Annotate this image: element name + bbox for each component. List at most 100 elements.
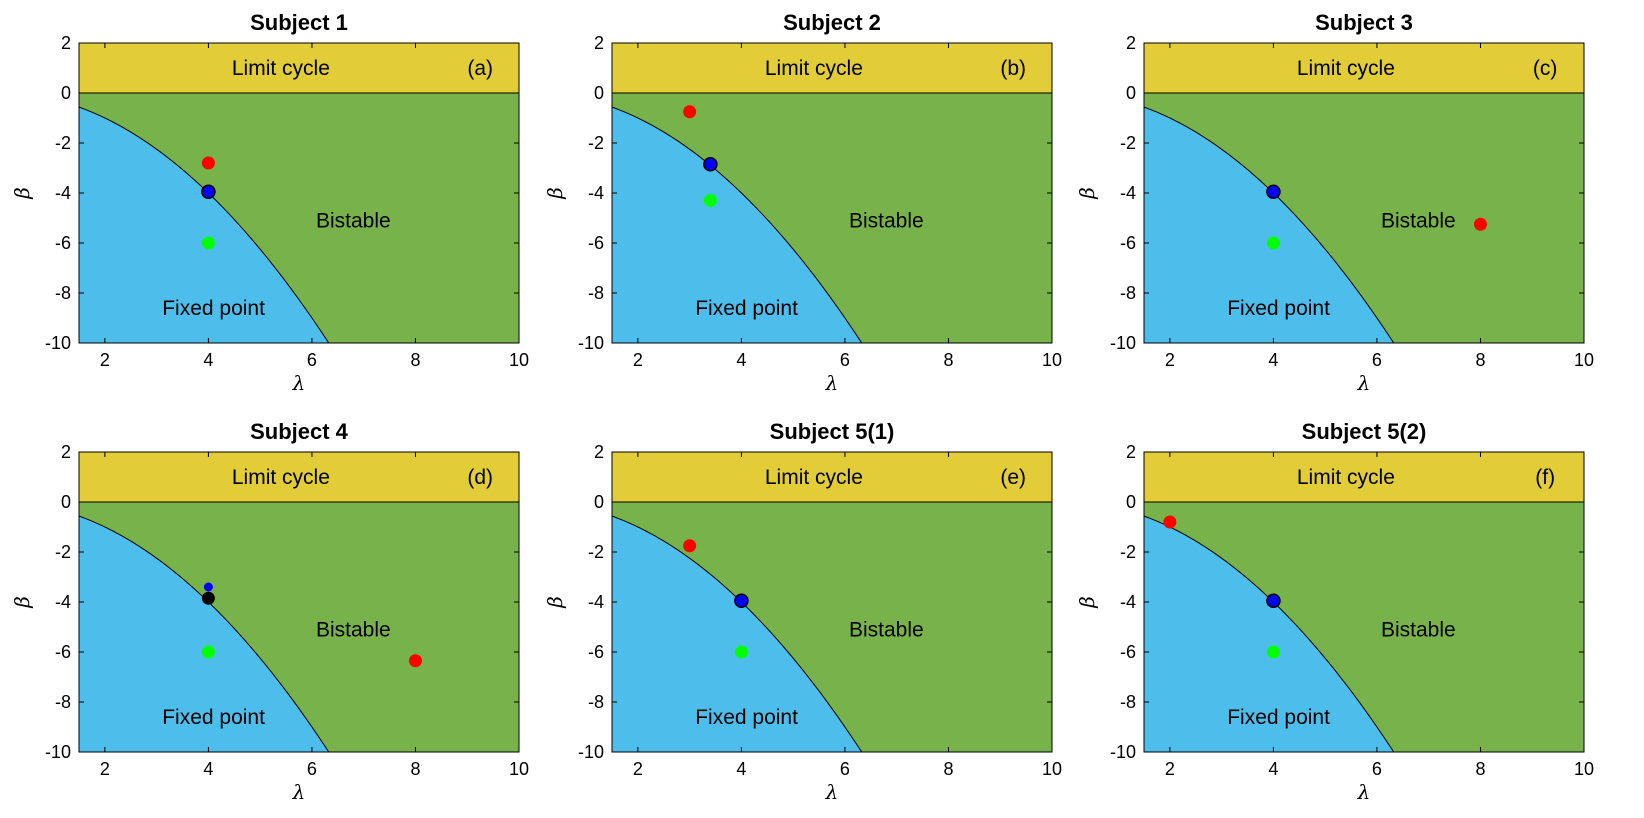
y-axis-label: β: [10, 187, 34, 200]
y-tick-label: -8: [1120, 283, 1136, 303]
y-tick-label: 0: [594, 83, 604, 103]
panel-title: Subject 2: [783, 10, 881, 35]
x-tick-label: 4: [1268, 759, 1278, 779]
data-point-red: [408, 654, 422, 668]
x-axis-label: λ: [825, 780, 839, 804]
bistable-label: Bistable: [849, 619, 924, 642]
data-point-blue: [201, 184, 216, 200]
y-tick-label: -10: [45, 742, 71, 762]
limit-cycle-label: Limit cycle: [765, 57, 863, 80]
data-point-blue: [1266, 593, 1281, 609]
fixed-point-label: Fixed point: [1227, 297, 1330, 320]
limit-cycle-label: Limit cycle: [1297, 466, 1395, 489]
data-point-red: [201, 156, 215, 170]
y-tick-label: -4: [588, 592, 604, 612]
x-tick-label: 10: [1042, 759, 1062, 779]
x-axis-label: λ: [1357, 780, 1371, 804]
panel-5: Limit cycle Bistable Fixed point (e) 2 4 6 8 10 2…: [543, 419, 1062, 804]
x-tick-label: 10: [509, 350, 529, 370]
y-tick-label: -2: [55, 542, 71, 562]
limit-cycle-label: Limit cycle: [232, 466, 330, 489]
x-tick-label: 10: [1574, 759, 1594, 779]
panel-title: Subject 5(1): [770, 419, 895, 444]
y-tick-label: -2: [588, 542, 604, 562]
y-axis-label: β: [543, 596, 567, 609]
panel-1: Limit cycle Bistable Fixed point (a) 2 4 6 8 10 2…: [10, 10, 529, 395]
limit-cycle-label: Limit cycle: [232, 57, 330, 80]
y-tick-label: 2: [594, 33, 604, 53]
y-tick-label: -6: [588, 233, 604, 253]
x-tick-label: 4: [1268, 350, 1278, 370]
y-tick-label: -10: [578, 333, 604, 353]
data-point-green: [1266, 645, 1280, 659]
data-point-blue: [703, 156, 718, 172]
boundary-curve: [611, 106, 863, 344]
panel-title: Subject 5(2): [1302, 419, 1427, 444]
data-point-blue: [1266, 184, 1281, 200]
panel-label: (e): [1000, 466, 1026, 489]
data-point-green: [201, 645, 215, 659]
data-point-green: [1266, 236, 1280, 250]
bistable-label: Bistable: [1381, 210, 1456, 233]
y-axis-label: β: [10, 596, 34, 609]
x-tick-label: 6: [840, 759, 850, 779]
y-tick-label: 0: [61, 492, 71, 512]
data-point-red: [683, 539, 697, 553]
y-tick-label: -4: [1120, 592, 1136, 612]
y-tick-label: -8: [55, 283, 71, 303]
data-point-red: [1163, 515, 1177, 529]
x-tick-label: 2: [1165, 350, 1175, 370]
limit-cycle-region: [79, 43, 519, 93]
x-tick-label: 6: [307, 350, 317, 370]
y-tick-label: -6: [1120, 233, 1136, 253]
y-tick-label: 2: [594, 442, 604, 462]
y-tick-label: 2: [61, 33, 71, 53]
fixed-point-region: [79, 516, 329, 752]
y-tick-label: 2: [61, 442, 71, 462]
fixed-point-label: Fixed point: [162, 297, 265, 320]
x-axis-label: λ: [825, 371, 839, 395]
x-tick-label: 2: [633, 350, 643, 370]
panel-label: (f): [1535, 466, 1555, 489]
y-tick-label: -10: [1110, 742, 1136, 762]
fixed-point-region: [79, 107, 329, 343]
panel-title: Subject 4: [250, 419, 349, 444]
y-tick-label: -2: [588, 133, 604, 153]
x-tick-label: 10: [1042, 350, 1062, 370]
x-tick-label: 4: [203, 350, 213, 370]
fixed-point-label: Fixed point: [162, 706, 265, 729]
fixed-point-region: [1144, 516, 1394, 752]
x-axis-label: λ: [292, 780, 306, 804]
limit-cycle-label: Limit cycle: [1297, 57, 1395, 80]
x-tick-label: 8: [1475, 350, 1485, 370]
y-tick-label: -8: [55, 692, 71, 712]
y-tick-label: -4: [1120, 183, 1136, 203]
x-tick-label: 6: [840, 350, 850, 370]
limit-cycle-region: [612, 43, 1052, 93]
data-point-green: [703, 194, 717, 207]
x-tick-label: 4: [736, 350, 746, 370]
fixed-point-region: [612, 516, 862, 752]
bistable-label: Bistable: [1381, 619, 1456, 642]
y-tick-label: -4: [55, 183, 71, 203]
y-tick-label: -6: [55, 233, 71, 253]
y-axis-label: β: [543, 187, 567, 200]
x-tick-label: 4: [203, 759, 213, 779]
y-tick-label: -4: [55, 592, 71, 612]
y-tick-label: -2: [1120, 542, 1136, 562]
y-tick-label: 2: [1126, 33, 1136, 53]
bistable-label: Bistable: [316, 619, 391, 642]
x-axis-label: λ: [1357, 371, 1371, 395]
fixed-point-region: [612, 107, 862, 343]
x-tick-label: 8: [1475, 759, 1485, 779]
limit-cycle-region: [1144, 43, 1584, 93]
limit-cycle-region: [1144, 452, 1584, 502]
y-tick-label: -8: [588, 692, 604, 712]
y-tick-label: 0: [594, 492, 604, 512]
y-tick-label: -4: [588, 183, 604, 203]
data-point-black: [201, 591, 215, 605]
x-tick-label: 8: [943, 759, 953, 779]
panel-label: (a): [467, 57, 493, 80]
y-tick-label: -10: [45, 333, 71, 353]
y-tick-label: 2: [1126, 442, 1136, 462]
